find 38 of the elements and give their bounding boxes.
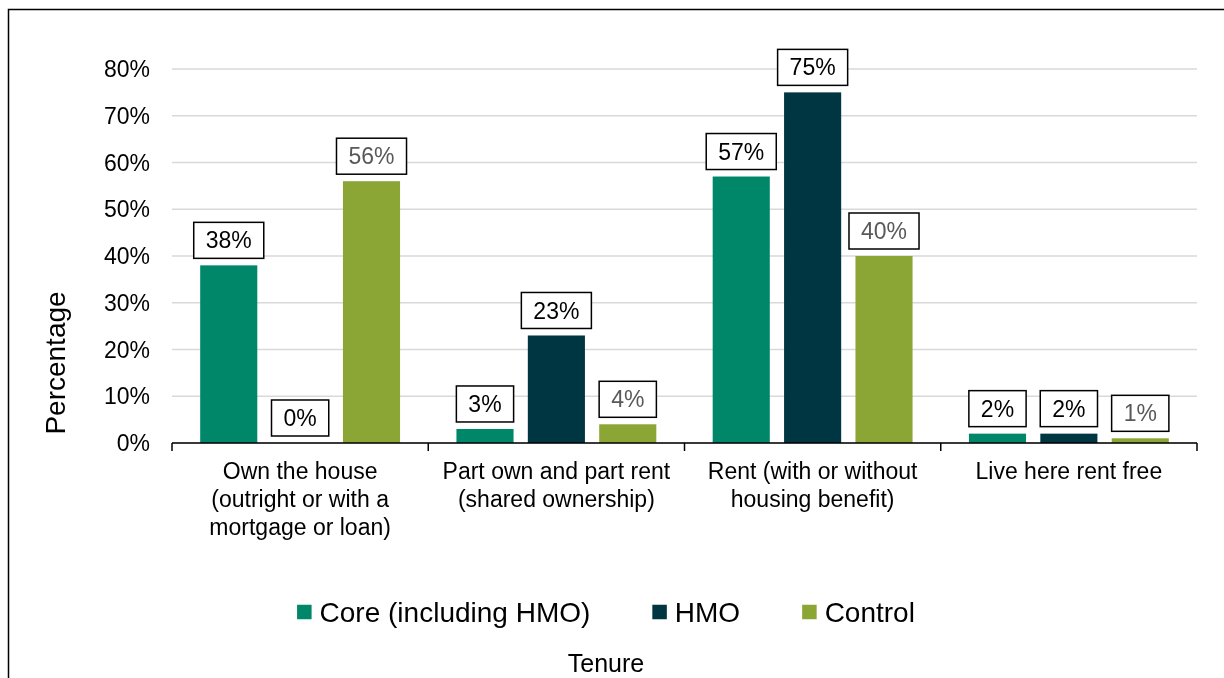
y-tick-label: 60% bbox=[103, 149, 150, 176]
x-tick-label: Rent (with or without housing benefit) bbox=[707, 458, 919, 513]
bar bbox=[712, 176, 770, 443]
legend-label: Control bbox=[824, 596, 915, 628]
data-label: 4% bbox=[611, 386, 645, 413]
data-label: 57% bbox=[718, 138, 765, 165]
legend-label: HMO bbox=[674, 596, 741, 628]
y-tick-label: 50% bbox=[103, 196, 150, 223]
data-label: 3% bbox=[468, 391, 502, 418]
y-tick-label: 40% bbox=[103, 243, 150, 270]
y-tick-label: 10% bbox=[103, 383, 150, 410]
bar bbox=[599, 424, 657, 443]
bar bbox=[200, 265, 258, 443]
data-label: 38% bbox=[205, 227, 252, 254]
data-label: 2% bbox=[980, 395, 1015, 422]
bar bbox=[456, 428, 514, 443]
data-label: 56% bbox=[348, 143, 395, 170]
data-label: 75% bbox=[789, 54, 836, 81]
y-tick-label: 20% bbox=[103, 336, 150, 363]
data-label: 2% bbox=[1052, 395, 1086, 422]
y-tick-label: 70% bbox=[103, 102, 150, 129]
y-tick-label: 0% bbox=[116, 430, 150, 457]
data-label: 1% bbox=[1123, 400, 1157, 427]
y-axis-title: Percentage bbox=[39, 291, 71, 435]
legend-label: Core (including HMO) bbox=[319, 596, 591, 628]
bar bbox=[342, 181, 401, 443]
x-tick-label: Live here rent free bbox=[975, 458, 1163, 485]
y-tick-label: 30% bbox=[103, 289, 150, 316]
data-label: 0% bbox=[283, 405, 317, 432]
bar bbox=[855, 256, 913, 443]
data-label: 40% bbox=[860, 218, 908, 245]
data-label: 23% bbox=[533, 297, 580, 324]
bar bbox=[784, 92, 842, 443]
bar bbox=[527, 335, 585, 443]
y-tick-label: 80% bbox=[103, 56, 150, 83]
x-axis-title: Tenure bbox=[567, 648, 645, 677]
x-tick-label: Own the house (outright or with a mortgage or loan) bbox=[209, 458, 391, 541]
x-tick-label: Part own and part rent (shared ownership) bbox=[442, 458, 671, 513]
